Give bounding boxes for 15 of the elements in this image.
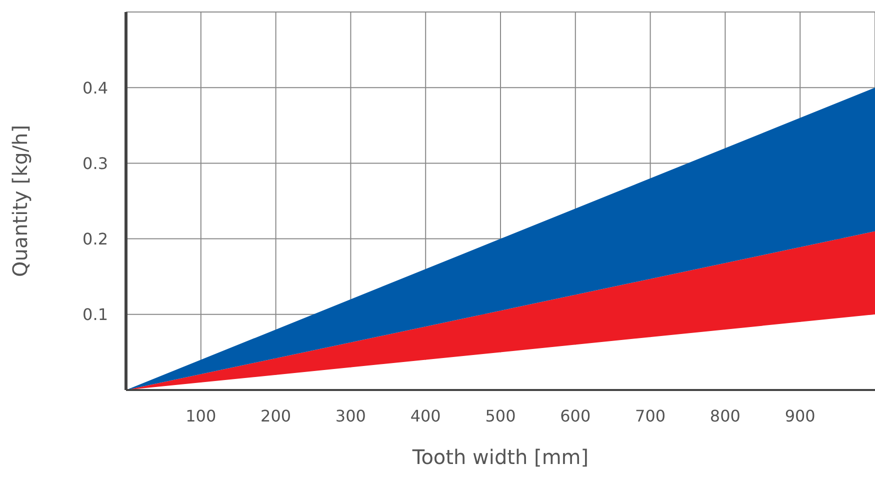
y-tick-label: 0.4 xyxy=(82,78,108,98)
x-tick-label: 400 xyxy=(410,406,441,426)
y-tick-label: 0.3 xyxy=(82,154,108,173)
x-tick-label: 200 xyxy=(260,406,292,426)
x-tick-label: 500 xyxy=(485,406,516,426)
x-tick-label: 300 xyxy=(335,406,366,426)
x-tick-label: 700 xyxy=(635,406,666,426)
x-tick-label: 800 xyxy=(710,406,740,426)
x-tick-label: 600 xyxy=(560,406,591,426)
y-axis-title: Quantity [kg/h] xyxy=(8,124,32,278)
x-tick-label: 900 xyxy=(784,406,816,426)
y-tick-label: 0.2 xyxy=(82,229,108,248)
x-tick-label: 100 xyxy=(186,406,216,426)
x-axis-title: Tooth width [mm] xyxy=(411,445,589,469)
y-tick-label: 0.1 xyxy=(82,305,108,324)
